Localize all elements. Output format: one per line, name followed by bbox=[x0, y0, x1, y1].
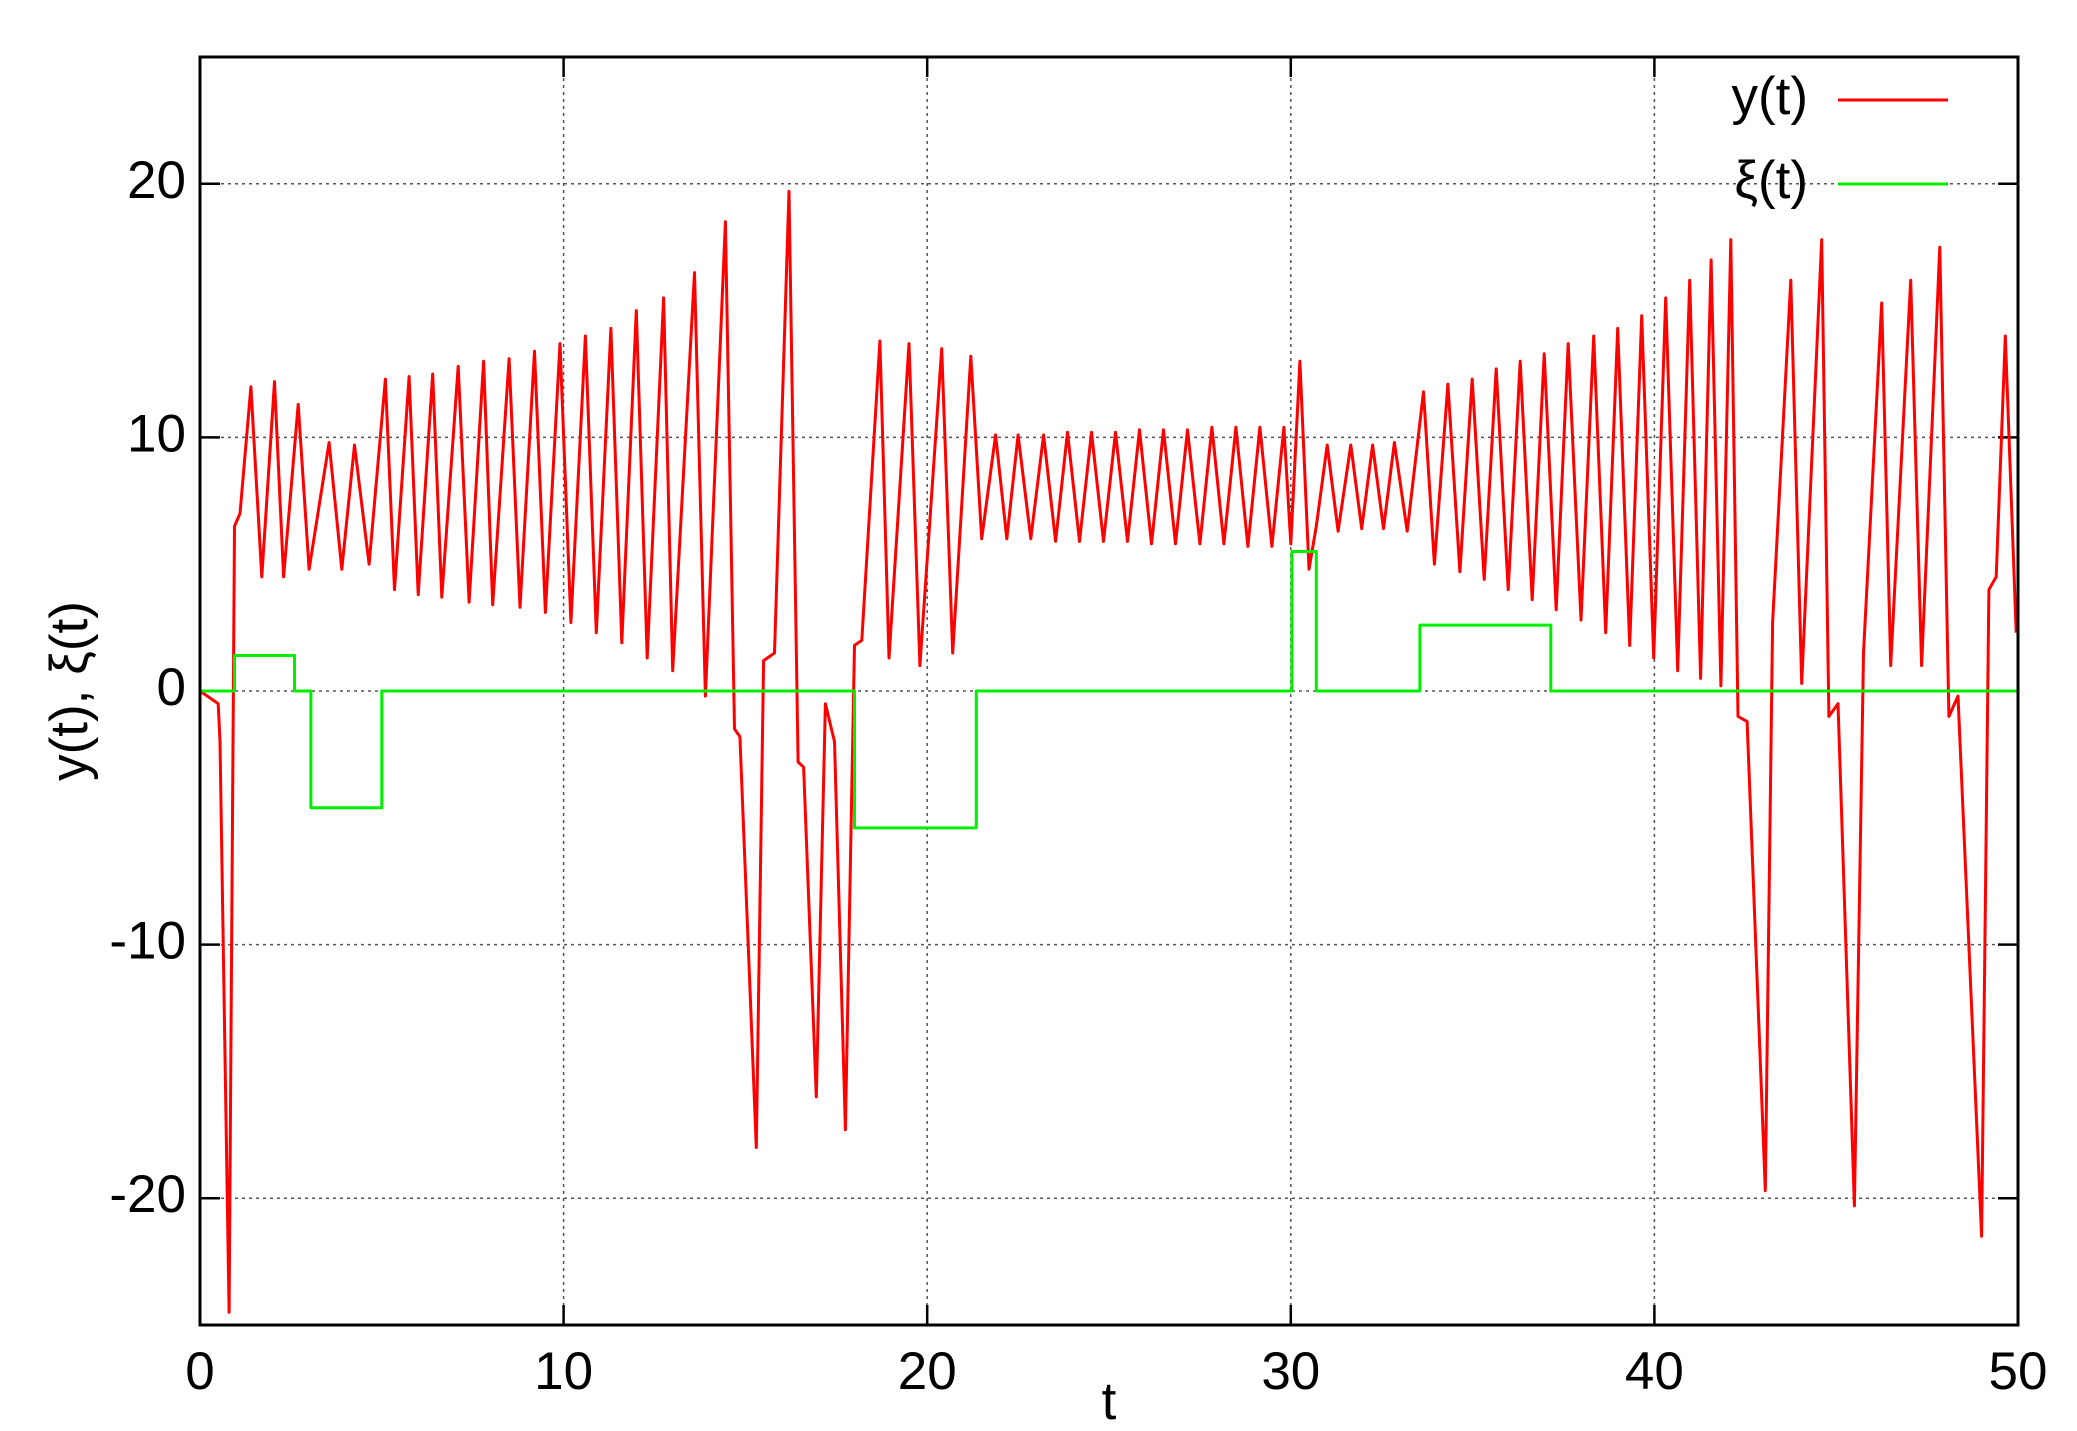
x-axis-label: t bbox=[1102, 1372, 1117, 1431]
plot-frame bbox=[198, 55, 2020, 1327]
series-line bbox=[200, 550, 2018, 830]
x-tick-label: 0 bbox=[185, 1342, 214, 1401]
y-tick-label: 20 bbox=[127, 151, 186, 210]
legend-label: y(t) bbox=[1731, 67, 1808, 126]
x-tick-label: 40 bbox=[1625, 1342, 1684, 1401]
x-tick-label: 30 bbox=[1261, 1342, 1320, 1401]
y-axis-label: y(t), ξ(t) bbox=[40, 601, 99, 781]
legend-label: ξ(t) bbox=[1734, 151, 1808, 210]
x-tick-label: 50 bbox=[1989, 1342, 2048, 1401]
y-tick-label: 10 bbox=[127, 404, 186, 463]
y-tick-label: -20 bbox=[109, 1165, 186, 1224]
series-line bbox=[199, 189, 2018, 1314]
y-tick-label: -10 bbox=[109, 912, 186, 971]
y-tick-label: 0 bbox=[157, 658, 186, 717]
x-tick-label: 10 bbox=[534, 1342, 593, 1401]
x-tick-label: 20 bbox=[898, 1342, 957, 1401]
